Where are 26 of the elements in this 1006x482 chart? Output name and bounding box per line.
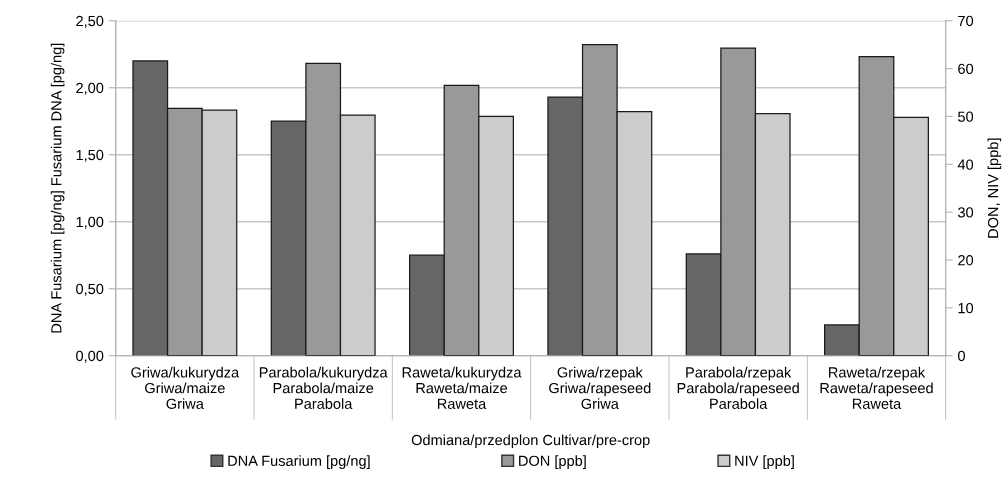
x-axis-title: Odmiana/przedplon Cultivar/pre-crop — [411, 434, 650, 449]
y-tick-label: 2,00 — [76, 82, 104, 95]
y2-tick-label: 20 — [958, 255, 974, 266]
x-tick-label: Griwa/kukurydza Griwa/maize Griwa — [131, 366, 240, 409]
y2-tick-label: 50 — [958, 111, 974, 122]
y2-tick-label: 30 — [958, 207, 974, 218]
y-tick-label: 0,50 — [76, 283, 104, 296]
x-tick-label: Parabola/rzepak Parabola/rapeseed Parabola — [677, 366, 799, 409]
y2-tick-label: 10 — [958, 302, 974, 314]
x-tick-label: Griwa/rzepak Griwa/rapeseed Griwa — [549, 366, 651, 409]
y-axis-title: DNA Fusarium [pg/ng] Fusarium DNA [pg/ng] — [50, 43, 65, 333]
x-tick-label: Parabola/kukurydza Parabola/maize Parabola — [259, 366, 388, 409]
y-tick-label: 1,00 — [76, 216, 104, 229]
legend-label: NIV [ppb] — [735, 455, 794, 469]
y2-tick-label: 0 — [958, 350, 965, 362]
x-tick-label: Raweta/kukurydza Raweta/maize Raweta — [402, 366, 522, 409]
y2-tick-label: 40 — [957, 159, 974, 170]
y-tick-label: 0,00 — [76, 350, 104, 363]
y2-tick-label: 60 — [958, 63, 974, 75]
x-tick-label: Raweta/rzepak Raweta/rapeseed Raweta — [820, 366, 933, 409]
y2-tick-label: 70 — [958, 15, 974, 27]
legend-label: DNA Fusarium [pg/ng] — [228, 455, 370, 469]
y2-axis-title: DON, NIV [ppb] — [987, 138, 1002, 238]
y-tick-label: 2,50 — [76, 15, 104, 28]
y-tick-label: 1,50 — [76, 149, 104, 162]
legend-label: DON [ppb] — [519, 455, 586, 469]
